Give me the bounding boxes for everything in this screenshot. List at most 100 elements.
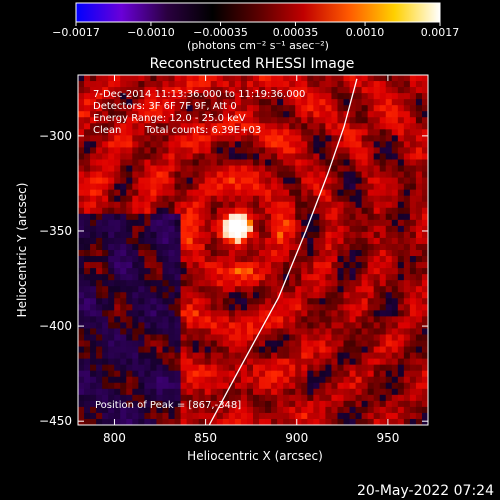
heatmap-cell xyxy=(379,304,387,311)
heatmap-cell xyxy=(162,256,170,263)
heatmap-cell xyxy=(114,111,121,118)
heatmap-cell xyxy=(343,364,351,372)
heatmap-cell xyxy=(108,201,115,209)
heatmap-cell xyxy=(144,189,152,197)
heatmap-cell xyxy=(168,105,176,112)
heatmap-cell xyxy=(373,123,381,130)
heatmap-cell xyxy=(421,400,428,408)
heatmap-cell xyxy=(210,382,218,390)
heatmap-cell xyxy=(132,322,139,330)
heatmap-cell xyxy=(283,183,290,191)
heatmap-cell xyxy=(409,376,417,384)
heatmap-cell xyxy=(240,213,248,221)
heatmap-cell xyxy=(102,243,109,251)
heatmap-cell xyxy=(210,231,218,239)
heatmap-cell xyxy=(108,364,115,372)
heatmap-cell xyxy=(295,75,302,82)
colorbar-units-label: (photons cm⁻² s⁻¹ asec⁻²) xyxy=(187,39,329,52)
heatmap-cell xyxy=(210,237,218,245)
heatmap-cell xyxy=(162,322,170,330)
heatmap-cell xyxy=(168,400,176,408)
heatmap-cell xyxy=(331,334,339,342)
heatmap-cell xyxy=(150,400,158,408)
heatmap-cell xyxy=(373,177,381,185)
heatmap-cell xyxy=(373,183,381,191)
heatmap-cell xyxy=(385,159,393,167)
heatmap-cell xyxy=(186,141,194,149)
heatmap-cell xyxy=(198,195,206,203)
heatmap-cell xyxy=(234,262,242,269)
heatmap-cell xyxy=(271,75,278,82)
heatmap-cell xyxy=(234,382,242,390)
heatmap-cell xyxy=(403,189,411,197)
heatmap-cell xyxy=(313,268,320,275)
heatmap-cell xyxy=(313,141,320,149)
heatmap-cell xyxy=(373,219,381,227)
heatmap-cell xyxy=(162,268,170,275)
heatmap-cell xyxy=(150,123,158,130)
heatmap-cell xyxy=(138,129,145,136)
heatmap-cell xyxy=(204,159,212,167)
heatmap-cell xyxy=(391,256,399,263)
heatmap-cell xyxy=(307,418,314,425)
heatmap-cell xyxy=(307,352,314,360)
heatmap-cell xyxy=(283,304,290,311)
heatmap-cell xyxy=(409,141,417,149)
heatmap-cell xyxy=(307,262,314,269)
heatmap-cell xyxy=(246,141,254,149)
heatmap-cell xyxy=(192,304,200,311)
heatmap-cell xyxy=(319,250,327,257)
heatmap-cell xyxy=(295,418,302,425)
heatmap-cell xyxy=(421,274,428,281)
heatmap-cell xyxy=(114,400,121,408)
heatmap-cell xyxy=(373,292,381,299)
heatmap-cell xyxy=(192,286,200,293)
heatmap-cell xyxy=(162,237,170,245)
heatmap-cell xyxy=(349,370,357,378)
heatmap-cell xyxy=(319,382,327,390)
heatmap-cell xyxy=(385,382,393,390)
heatmap-cell xyxy=(385,262,393,269)
heatmap-cell xyxy=(180,75,188,82)
heatmap-cell xyxy=(198,81,206,88)
heatmap-cell xyxy=(331,93,339,100)
heatmap-cell xyxy=(379,195,387,203)
heatmap-cell xyxy=(144,268,152,275)
heatmap-cell xyxy=(421,213,428,221)
heatmap-cell xyxy=(397,237,405,245)
heatmap-cell xyxy=(391,105,399,112)
heatmap-cell xyxy=(289,201,296,209)
heatmap-cell xyxy=(216,129,224,136)
heatmap-cell xyxy=(174,207,182,215)
heatmap-cell xyxy=(180,183,188,191)
heatmap-cell xyxy=(253,183,260,191)
heatmap-cell xyxy=(150,298,158,305)
heatmap-cell xyxy=(144,81,152,88)
heatmap-cell xyxy=(289,406,296,414)
heatmap-cell xyxy=(259,400,266,408)
heatmap-cell xyxy=(373,268,381,275)
heatmap-cell xyxy=(361,334,369,342)
heatmap-cell xyxy=(240,274,248,281)
heatmap-cell xyxy=(367,207,375,215)
heatmap-cell xyxy=(391,183,399,191)
heatmap-cell xyxy=(283,237,290,245)
heatmap-cell xyxy=(283,171,290,179)
heatmap-cell xyxy=(337,147,345,155)
heatmap-cell xyxy=(240,159,248,167)
heatmap-cell xyxy=(313,225,320,233)
heatmap-cell xyxy=(204,123,212,130)
heatmap-cell xyxy=(421,117,428,124)
heatmap-cell xyxy=(204,81,212,88)
heatmap-cell xyxy=(373,340,381,348)
heatmap-cell xyxy=(409,171,417,179)
heatmap-cell xyxy=(391,195,399,203)
heatmap-cell xyxy=(295,105,302,112)
heatmap-cell xyxy=(102,213,109,221)
heatmap-cell xyxy=(108,274,115,281)
heatmap-cell xyxy=(126,123,133,130)
heatmap-cell xyxy=(367,231,375,239)
heatmap-cell xyxy=(114,364,121,372)
heatmap-cell xyxy=(307,135,314,142)
heatmap-cell xyxy=(259,358,266,366)
